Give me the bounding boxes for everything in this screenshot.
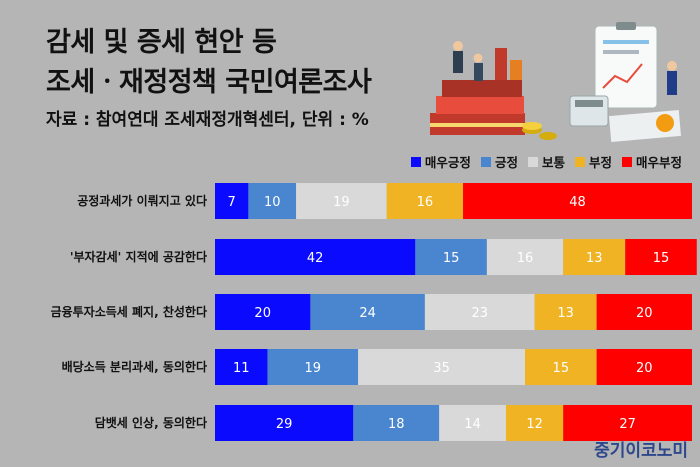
data-label: 13 [586, 251, 603, 266]
data-label: 10 [264, 195, 281, 210]
chart-legend: 매우긍정 긍정 보통 부정 매우부정 [410, 152, 682, 171]
legend-item: 매우부정 [621, 152, 682, 171]
legend-item: 부정 [574, 152, 612, 171]
bar-segment [439, 405, 506, 441]
legend-swatch [574, 156, 585, 167]
bar-segment [625, 239, 697, 275]
legend-item: 보통 [527, 152, 565, 171]
legend-swatch [527, 156, 538, 167]
data-label: 23 [471, 306, 488, 321]
bar-segment [248, 183, 297, 219]
data-label: 24 [359, 306, 376, 321]
chart-title-line1: 감세 및 증세 현안 등 [46, 27, 277, 58]
legend-item: 매우긍정 [410, 152, 471, 171]
data-label: 12 [526, 417, 543, 432]
bar-segment [415, 239, 487, 275]
bar-segment [596, 294, 692, 330]
chart-source: 자료 : 참여연대 조세재정개혁센터, 단위 : % [46, 110, 369, 130]
legend-label: 부정 [588, 155, 612, 170]
finance-illustration [430, 22, 681, 143]
data-label: 13 [557, 306, 574, 321]
data-label: 16 [417, 195, 434, 210]
bar-segment [358, 349, 526, 385]
bar-segment [563, 405, 692, 441]
category-label: 공정과세가 이뤄지고 있다 [77, 193, 207, 208]
data-label: 20 [636, 361, 653, 376]
legend-label: 긍정 [494, 155, 518, 170]
data-label: 15 [653, 251, 670, 266]
bar-segment [563, 239, 626, 275]
data-label: 15 [553, 361, 570, 376]
data-label: 29 [276, 417, 293, 432]
bar-segment [215, 349, 268, 385]
data-label: 15 [443, 251, 460, 266]
legend-item: 긍정 [480, 152, 518, 171]
data-label: 7 [228, 195, 236, 210]
data-label: 27 [619, 417, 636, 432]
legend-swatch [410, 156, 421, 167]
category-label: 금융투자소득세 폐지, 찬성한다 [51, 304, 207, 319]
chart-title-line2: 조세ㆍ재정정책 국민여론조사 [46, 67, 372, 98]
bar-segment [215, 294, 311, 330]
category-label: 배당소득 분리과세, 동의한다 [62, 359, 207, 374]
bar-segment [267, 349, 359, 385]
brand-watermark: 중기이코노미 [594, 441, 688, 461]
data-label: 11 [233, 361, 250, 376]
bar-segment [386, 183, 464, 219]
bar-segment [215, 239, 416, 275]
data-label: 42 [307, 251, 324, 266]
data-label: 16 [517, 251, 534, 266]
bar-segment [215, 183, 249, 219]
bar-segment [296, 183, 387, 219]
bar-segment [353, 405, 440, 441]
data-label: 20 [254, 306, 271, 321]
legend-swatch [480, 156, 491, 167]
legend-label: 매우부정 [635, 155, 682, 170]
legend-label: 매우긍정 [424, 155, 471, 170]
bar-segment [463, 183, 692, 219]
bar-segment [486, 239, 564, 275]
bar-segment [534, 294, 597, 330]
bar-segment [215, 405, 354, 441]
legend-swatch [621, 156, 632, 167]
category-label: 담뱃세 인상, 동의한다 [95, 415, 207, 430]
data-label: 20 [636, 306, 653, 321]
data-label: 35 [433, 361, 450, 376]
data-label: 14 [464, 417, 481, 432]
bar-segment [310, 294, 425, 330]
bar-segment [525, 349, 597, 385]
category-label: '부자감세' 지적에 공감한다 [70, 249, 207, 264]
data-label: 18 [388, 417, 405, 432]
data-label: 19 [333, 195, 350, 210]
bar-segment [505, 405, 564, 441]
bar-segment [596, 349, 692, 385]
data-label: 48 [569, 195, 586, 210]
data-label: 19 [305, 361, 322, 376]
bar-segment [424, 294, 535, 330]
legend-label: 보통 [541, 155, 565, 170]
